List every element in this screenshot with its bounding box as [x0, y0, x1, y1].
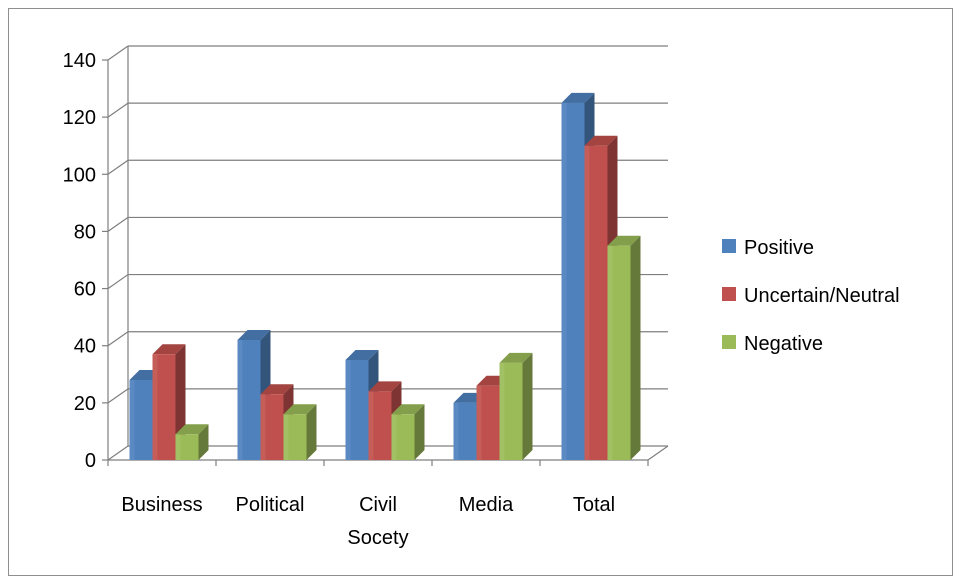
legend-swatch	[722, 335, 736, 349]
y-tick-label: 0	[85, 450, 96, 472]
y-tick-label: 20	[74, 393, 96, 415]
bar-uncertain-neutral-civil-socety	[368, 381, 402, 460]
legend-swatch	[722, 287, 736, 301]
legend-item-positive: Positive	[722, 237, 814, 259]
y-tick-label: 60	[74, 279, 96, 301]
y-tick-label: 100	[63, 164, 96, 186]
bar-negative-political	[283, 404, 317, 460]
y-tick-label: 120	[63, 107, 96, 129]
x-axis-labels: Business Political Civil Socety Media Total	[121, 494, 615, 549]
gridline-140	[102, 45, 668, 61]
y-axis-ticks: 0 20 40 60 80 100 120 140	[63, 50, 96, 472]
legend-label: Uncertain/Neutral	[744, 285, 900, 307]
x-category-label: Total	[573, 494, 615, 516]
legend-label: Negative	[744, 333, 823, 355]
y-tick-label: 140	[63, 50, 96, 72]
legend-item-uncertain-neutral: Uncertain/Neutral	[722, 285, 900, 307]
legend-label: Positive	[744, 237, 814, 259]
x-category-label: Media	[459, 494, 514, 516]
gridlines	[102, 45, 668, 461]
bar-negative-business	[175, 424, 209, 460]
x-category-label: Business	[121, 494, 202, 516]
bars	[129, 92, 641, 460]
bar-negative-media	[499, 352, 533, 460]
legend: Positive Uncertain/Neutral Negative	[722, 237, 900, 355]
bar-negative-total	[607, 235, 641, 460]
bar-negative-civil-socety	[391, 404, 425, 460]
y-tick-label: 40	[74, 336, 96, 358]
floor-right-edge	[647, 445, 669, 461]
x-category-label: Political	[236, 494, 305, 516]
x-category-label: Civil Socety	[347, 494, 408, 549]
legend-item-negative: Negative	[722, 333, 823, 355]
legend-swatch	[722, 239, 736, 253]
y-tick-label: 80	[74, 221, 96, 243]
